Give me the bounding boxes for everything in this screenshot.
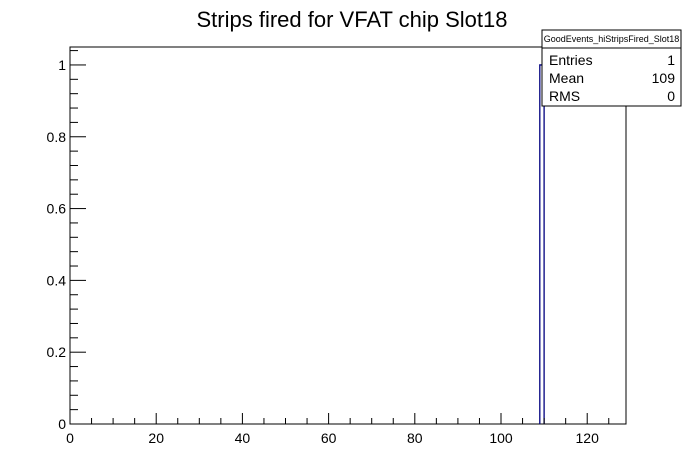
x-tick-label: 80 — [407, 430, 423, 446]
y-tick-label: 0.2 — [47, 344, 67, 360]
x-tick-label: 20 — [148, 430, 164, 446]
stats-mean-label: Mean — [549, 70, 584, 86]
chart-title: Strips fired for VFAT chip Slot18 — [197, 7, 508, 32]
y-axis: 0 0.2 0.4 0.6 0.8 1 — [47, 50, 86, 432]
x-tick-label: 40 — [235, 430, 251, 446]
x-tick-label: 60 — [321, 430, 337, 446]
y-tick-label: 0.8 — [47, 129, 67, 145]
stats-box: GoodEvents_hiStripsFired_Slot18 Entries … — [541, 29, 682, 107]
stats-entries-value: 1 — [667, 52, 675, 68]
histogram-bin-0 — [539, 64, 545, 424]
stats-histogram-name: GoodEvents_hiStripsFired_Slot18 — [544, 34, 680, 44]
x-tick-label: 100 — [489, 430, 513, 446]
stats-box-frame — [541, 29, 682, 107]
x-tick-label: 0 — [66, 430, 74, 446]
x-axis: 0 20 40 60 80 100 120 — [66, 413, 610, 446]
y-tick-label: 0 — [58, 416, 66, 432]
stats-rms-label: RMS — [549, 88, 580, 104]
stats-entries-label: Entries — [549, 52, 593, 68]
histogram-bars — [539, 64, 545, 424]
y-tick-label: 1 — [58, 57, 66, 73]
y-tick-label: 0.4 — [47, 272, 67, 288]
plot-frame — [69, 46, 627, 425]
stats-rms-value: 0 — [667, 88, 675, 104]
y-tick-label: 0.6 — [47, 201, 67, 217]
x-tick-label: 120 — [576, 430, 600, 446]
stats-mean-value: 109 — [652, 70, 676, 86]
